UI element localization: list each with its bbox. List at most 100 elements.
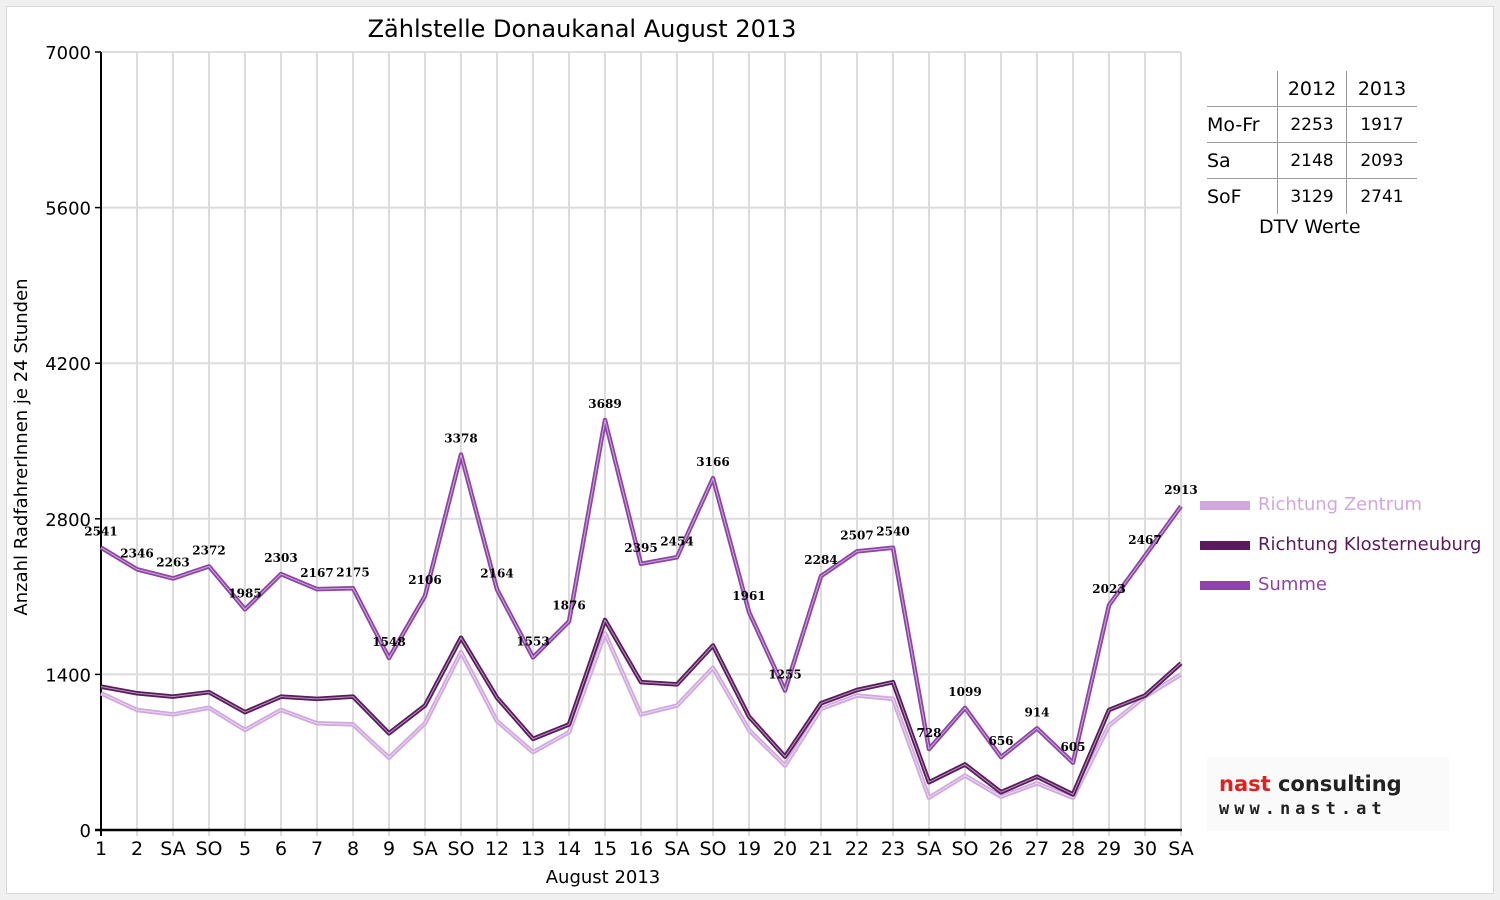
data-label: 914 bbox=[1024, 705, 1049, 719]
data-label: 2395 bbox=[624, 541, 657, 555]
data-label: 3378 bbox=[444, 432, 477, 446]
dtv-cell: 1917 bbox=[1346, 106, 1417, 143]
data-label: 2913 bbox=[1164, 483, 1197, 497]
data-label: 1255 bbox=[768, 668, 801, 682]
x-tick-label: 26 bbox=[989, 838, 1013, 860]
legend-entry: Richtung Zentrum bbox=[1258, 494, 1422, 515]
x-tick-label: 8 bbox=[347, 838, 359, 860]
x-ticks: 1 2 SA SO 5 6 7 8 9 SA SO 12 13 14 15 16 SA SO 19 20 21 22 23 S… bbox=[95, 838, 1194, 860]
legend-swatch bbox=[1200, 501, 1250, 510]
data-label: 2372 bbox=[192, 543, 225, 557]
x-tick-label: SA bbox=[1168, 838, 1193, 860]
dtv-row-label: SoF bbox=[1207, 178, 1278, 214]
x-axis-label: August 2013 bbox=[546, 867, 661, 888]
y-tick-label: 7000 bbox=[45, 43, 91, 64]
x-tick-label: SO bbox=[447, 838, 474, 860]
x-tick-label: 7 bbox=[311, 838, 323, 860]
data-label: 605 bbox=[1060, 740, 1085, 754]
y-tick-label: 5600 bbox=[45, 199, 91, 220]
dtv-caption: DTV Werte bbox=[1259, 216, 1361, 238]
x-tick-label: SO bbox=[699, 838, 726, 860]
y-axis-label: Anzahl RadfahrerInnen je 24 Stunden bbox=[11, 278, 32, 615]
x-tick-label: 14 bbox=[557, 838, 581, 860]
data-label: 2175 bbox=[336, 565, 369, 579]
x-tick-label: SA bbox=[916, 838, 941, 860]
logo-word-consulting: consulting bbox=[1277, 772, 1402, 796]
data-label: 2467 bbox=[1128, 533, 1161, 547]
data-label: 1985 bbox=[228, 586, 261, 600]
x-tick-label: SO bbox=[195, 838, 222, 860]
dtv-row-label: Sa bbox=[1207, 142, 1278, 179]
dtv-header-2012: 2012 bbox=[1277, 71, 1347, 107]
legend-swatch bbox=[1200, 581, 1250, 590]
x-tick-label: 21 bbox=[809, 838, 833, 860]
company-logo: nast consulting www.nast.at bbox=[1207, 757, 1449, 831]
data-label: 2284 bbox=[804, 553, 837, 567]
dtv-row-label: Mo-Fr bbox=[1207, 106, 1278, 143]
x-tick-label: SA bbox=[664, 838, 689, 860]
x-tick-label: 30 bbox=[1133, 838, 1157, 860]
y-tick-label: 4200 bbox=[45, 354, 91, 375]
data-label: 3166 bbox=[696, 455, 729, 469]
x-tick-label: 13 bbox=[521, 838, 545, 860]
dtv-cell: 2148 bbox=[1277, 142, 1347, 179]
data-label: 1553 bbox=[516, 634, 549, 648]
data-label: 1099 bbox=[948, 685, 981, 699]
logo-word-nast: nast bbox=[1219, 772, 1271, 796]
x-tick-label: 23 bbox=[881, 838, 905, 860]
x-tick-label: 16 bbox=[629, 838, 653, 860]
x-tick-label: 12 bbox=[485, 838, 509, 860]
data-label: 3689 bbox=[588, 397, 621, 411]
legend-entry: Summe bbox=[1258, 574, 1327, 595]
x-tick-label: 22 bbox=[845, 838, 869, 860]
data-label: 2167 bbox=[300, 566, 333, 580]
data-label: 1876 bbox=[552, 598, 585, 612]
dtv-header-2013: 2013 bbox=[1346, 71, 1417, 107]
series-line-highlight bbox=[100, 419, 1182, 764]
line-chart: 1 2 SA SO 5 6 7 8 9 SA SO 12 13 14 15 16 SA SO 19 20 21 22 23 S… bbox=[11, 15, 1481, 888]
dtv-cell: 2253 bbox=[1277, 106, 1347, 143]
chart-frame: 1 2 SA SO 5 6 7 8 9 SA SO 12 13 14 15 16 SA SO 19 20 21 22 23 S… bbox=[6, 6, 1494, 894]
y-tick-label: 1400 bbox=[45, 665, 91, 686]
grid bbox=[95, 51, 1182, 836]
x-tick-label: 19 bbox=[737, 838, 761, 860]
dtv-cell: 2093 bbox=[1346, 142, 1417, 179]
x-tick-label: 20 bbox=[773, 838, 797, 860]
chart-title: Zählstelle Donaukanal August 2013 bbox=[368, 15, 797, 43]
x-tick-label: 1 bbox=[95, 838, 107, 860]
data-label: 2507 bbox=[840, 528, 873, 542]
x-tick-label: SA bbox=[412, 838, 437, 860]
data-label: 1548 bbox=[372, 635, 405, 649]
data-label: 1961 bbox=[732, 589, 765, 603]
y-tick-label: 2800 bbox=[45, 510, 91, 531]
legend: Richtung Zentrum Richtung Klosterneuburg S… bbox=[1200, 494, 1481, 595]
data-label: 2164 bbox=[480, 566, 513, 580]
data-label: 2263 bbox=[156, 555, 189, 569]
data-label: 2023 bbox=[1092, 582, 1125, 596]
x-tick-label: 28 bbox=[1061, 838, 1085, 860]
legend-swatch bbox=[1200, 541, 1250, 550]
data-label: 728 bbox=[916, 726, 941, 740]
data-label: 2540 bbox=[876, 525, 909, 539]
x-tick-label: 6 bbox=[275, 838, 287, 860]
data-label: 2541 bbox=[84, 525, 117, 539]
data-label: 2454 bbox=[660, 534, 693, 548]
y-ticks: 0 1400 2800 4200 5600 7000 bbox=[45, 43, 101, 842]
data-label: 2346 bbox=[120, 546, 153, 560]
series-line-highlight bbox=[100, 632, 1182, 799]
data-label: 2106 bbox=[408, 573, 441, 587]
data-label: 2303 bbox=[264, 551, 297, 565]
x-tick-label: 9 bbox=[383, 838, 395, 860]
x-tick-label: SA bbox=[160, 838, 185, 860]
x-tick-label: SO bbox=[951, 838, 978, 860]
dtv-cell: 2741 bbox=[1346, 178, 1417, 214]
data-label: 656 bbox=[988, 734, 1013, 748]
logo-url: www.nast.at bbox=[1219, 799, 1387, 819]
series-line-highlight bbox=[100, 619, 1182, 795]
dtv-corner bbox=[1207, 71, 1278, 107]
x-tick-label: 27 bbox=[1025, 838, 1049, 860]
x-tick-label: 2 bbox=[131, 838, 143, 860]
dtv-cell: 3129 bbox=[1277, 178, 1347, 214]
x-tick-label: 5 bbox=[239, 838, 251, 860]
